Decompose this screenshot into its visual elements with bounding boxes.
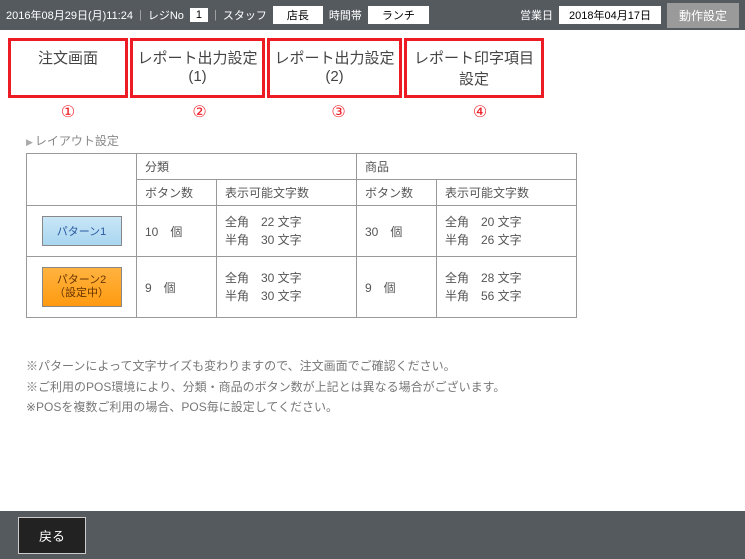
top-bar: 2016年08月29日(月)11:24 | レジNo 1 | スタッフ 店長 時…	[0, 0, 745, 30]
tab-report-print-items[interactable]: レポート印字項目設定	[404, 38, 544, 98]
settings-button[interactable]: 動作設定	[667, 3, 739, 28]
back-button[interactable]: 戻る	[18, 517, 86, 554]
prod-btncount-cell: 30 個	[357, 206, 437, 257]
cat-chars-cell: 全角 30 文字半角 30 文字	[217, 257, 357, 318]
circled-3: ③	[271, 102, 406, 122]
regno-label: レジNo	[148, 7, 184, 23]
regno-value: 1	[190, 8, 208, 22]
col-category-header: 分類	[137, 154, 357, 180]
timeslot-value: ランチ	[368, 6, 429, 24]
cat-btncount-cell: 10 個	[137, 206, 217, 257]
notes-area: ※パターンによって文字サイズも変わりますので、注文画面でご確認ください。 ※ご利…	[26, 356, 719, 417]
tab-report-output-1[interactable]: レポート出力設定(1)	[130, 38, 265, 98]
prod-chars-cell: 全角 20 文字半角 26 文字	[437, 206, 577, 257]
tabs-row: 注文画面 レポート出力設定(1) レポート出力設定(2) レポート印字項目設定	[0, 30, 745, 100]
circled-1: ①	[8, 102, 128, 122]
circled-4: ④	[410, 102, 550, 122]
note-3: ※POSを複数ご利用の場合、POS毎に設定してください。	[26, 397, 719, 417]
divider: |	[139, 9, 142, 21]
staff-value: 店長	[273, 6, 323, 24]
bizdate-label: 営業日	[520, 7, 553, 23]
col-prod-maxchars-header: 表示可能文字数	[437, 180, 577, 206]
pattern1-button[interactable]: パターン1	[42, 216, 122, 246]
col-prod-btncount-header: ボタン数	[357, 180, 437, 206]
prod-chars-cell: 全角 28 文字半角 56 文字	[437, 257, 577, 318]
tab-report-output-2[interactable]: レポート出力設定(2)	[267, 38, 402, 98]
pattern2-button[interactable]: パターン2（設定中）	[42, 267, 122, 307]
timeslot-label: 時間帯	[329, 7, 362, 23]
table-row: パターン1 10 個 全角 22 文字半角 30 文字 30 個 全角 20 文…	[27, 206, 577, 257]
circled-2: ②	[132, 102, 267, 122]
col-cat-maxchars-header: 表示可能文字数	[217, 180, 357, 206]
bottom-bar: 戻る	[0, 511, 745, 559]
cat-btncount-cell: 9 個	[137, 257, 217, 318]
col-cat-btncount-header: ボタン数	[137, 180, 217, 206]
tab-order-screen[interactable]: 注文画面	[8, 38, 128, 98]
divider: |	[214, 9, 217, 21]
content-area: レイアウト設定 分類 商品 ボタン数 表示可能文字数 ボタン数 表示可能文字数 …	[0, 132, 745, 426]
col-product-header: 商品	[357, 154, 577, 180]
prod-btncount-cell: 9 個	[357, 257, 437, 318]
note-2: ※ご利用のPOS環境により、分類・商品のボタン数が上記とは異なる場合がございます…	[26, 377, 719, 397]
circled-labels-row: ① ② ③ ④	[0, 100, 745, 126]
section-title: レイアウト設定	[26, 132, 719, 149]
staff-label: スタッフ	[223, 7, 267, 23]
datetime-text: 2016年08月29日(月)11:24	[6, 7, 133, 23]
layout-table: 分類 商品 ボタン数 表示可能文字数 ボタン数 表示可能文字数 パターン1 10…	[26, 153, 577, 318]
note-1: ※パターンによって文字サイズも変わりますので、注文画面でご確認ください。	[26, 356, 719, 376]
bizdate-value: 2018年04月17日	[559, 6, 661, 24]
col-pattern-header	[27, 154, 137, 206]
table-row: パターン2（設定中） 9 個 全角 30 文字半角 30 文字 9 個 全角 2…	[27, 257, 577, 318]
cat-chars-cell: 全角 22 文字半角 30 文字	[217, 206, 357, 257]
